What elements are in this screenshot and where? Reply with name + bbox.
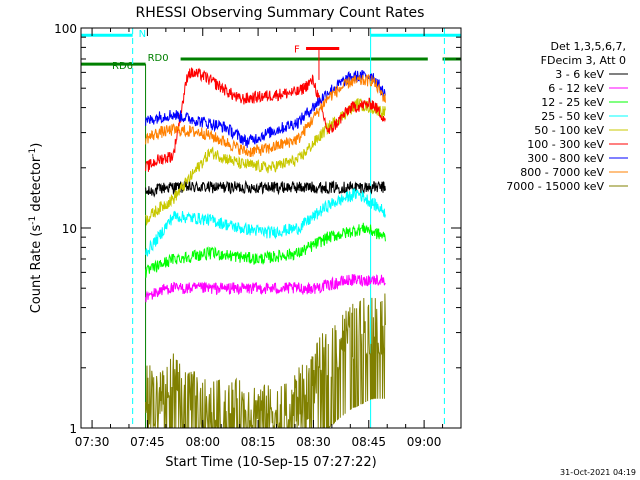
legend-entry-label: 12 - 25 keV: [541, 96, 604, 109]
y-tick-label: 100: [54, 22, 77, 36]
x-tick-label: 09:00: [407, 435, 442, 449]
series-line-8: [145, 73, 386, 158]
x-tick-label: 08:30: [296, 435, 331, 449]
legend-entry-label: 300 - 800 keV: [527, 152, 604, 165]
legend-entry-label: 3 - 6 keV: [555, 68, 604, 81]
rd0-label: RD0: [148, 53, 169, 64]
legend: Det 1,3,5,6,7, FDecim 3, Att 0 3 - 6 keV…: [506, 40, 628, 193]
x-axis-ticks: 07:30 07:45 08:00 08:15 08:30 08:45 09:00: [75, 28, 444, 449]
flare-label: F: [294, 44, 300, 55]
series-line-6: [145, 67, 386, 172]
y-axis-label-sup2: -1: [28, 148, 38, 157]
y-axis-label-sup: -1: [28, 216, 38, 225]
legend-header-line-2: FDecim 3, Att 0: [541, 54, 626, 67]
y-axis-label: Count Rate (s-1 detector-1): [28, 143, 44, 314]
series-line-9: [145, 293, 386, 430]
legend-entry-label: 25 - 50 keV: [541, 110, 604, 123]
x-tick-label: 07:30: [75, 435, 110, 449]
legend-header-line-1: Det 1,3,5,6,7,: [550, 40, 626, 53]
night-label: N: [139, 29, 146, 40]
series-line-4: [145, 188, 386, 257]
y-tick-label: 10: [62, 222, 77, 236]
x-tick-label: 07:45: [130, 435, 165, 449]
legend-entry-label: 800 - 7000 keV: [520, 166, 604, 179]
series-line-3: [145, 222, 386, 278]
series-line-5: [145, 98, 386, 227]
chart-title: RHESSI Observing Summary Count Rates: [136, 5, 425, 21]
series-line-1: [145, 179, 386, 198]
footer-timestamp: 31-Oct-2021 04:19: [560, 468, 636, 477]
x-tick-label: 08:15: [241, 435, 276, 449]
legend-entry-label: 6 - 12 keV: [548, 82, 604, 95]
series-line-2: [145, 274, 386, 303]
series-layer: [145, 67, 386, 430]
y-axis-label-main: Count Rate (s: [29, 225, 44, 314]
series-line-7: [145, 69, 386, 148]
y-tick-label: 1: [69, 422, 77, 436]
y-axis-label-tail: detector: [29, 156, 44, 216]
x-axis-label: Start Time (10-Sep-15 07:27:22): [165, 455, 376, 470]
y-axis-ticks: 1 10 100: [54, 22, 461, 436]
rd6-label: RD6: [112, 61, 133, 72]
legend-entry-label: 100 - 300 keV: [527, 138, 604, 151]
y-axis-label-end: ): [29, 143, 44, 148]
x-tick-label: 08:00: [185, 435, 220, 449]
legend-entry-label: 7000 - 15000 keV: [506, 180, 604, 193]
legend-entry-label: 50 - 100 keV: [534, 124, 604, 137]
x-tick-label: 08:45: [351, 435, 386, 449]
